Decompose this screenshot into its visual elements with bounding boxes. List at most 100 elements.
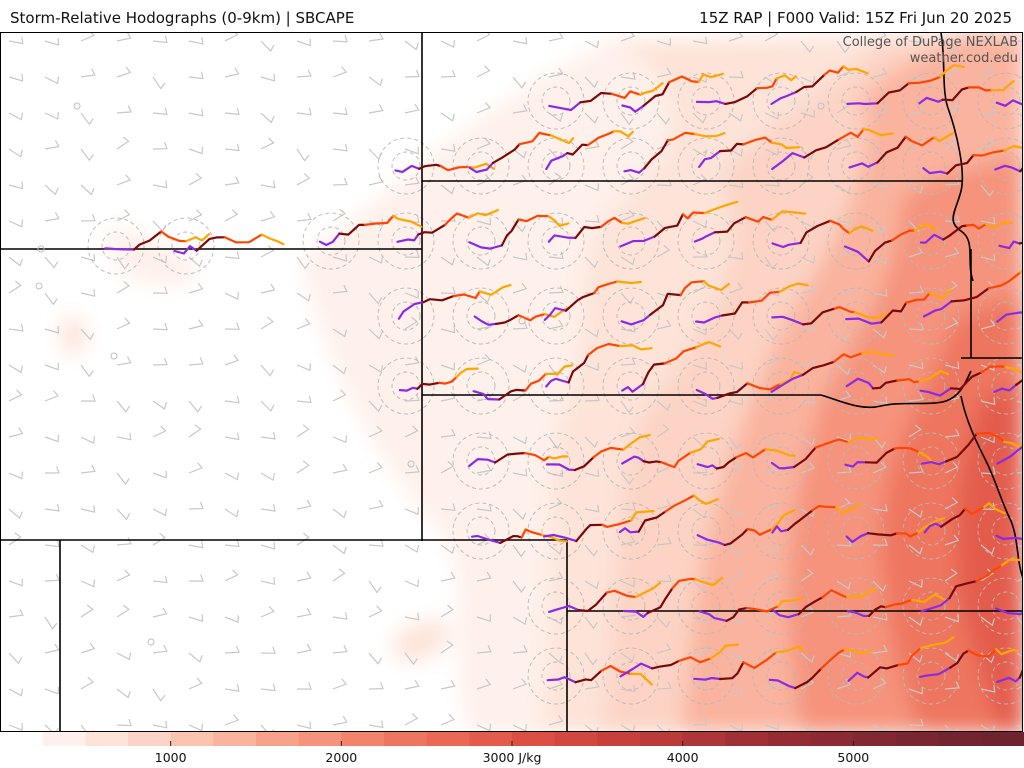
hodograph-segment <box>994 607 1022 616</box>
wind-barb <box>944 317 959 330</box>
wind-barb <box>296 424 310 438</box>
wind-barb <box>116 136 130 150</box>
credit-url[interactable]: weather.cod.edu <box>909 51 1018 66</box>
colorbar-swatch <box>597 732 641 746</box>
wind-barb <box>584 76 599 89</box>
hodograph-segment <box>933 132 955 143</box>
colorbar-tick-label: 5000 <box>837 750 870 765</box>
hodograph-segment <box>223 233 263 244</box>
range-ring <box>977 212 1022 270</box>
wind-barb <box>620 173 635 186</box>
wind-barb <box>224 209 239 222</box>
wind-barb <box>728 616 744 625</box>
wind-barb <box>8 688 24 697</box>
wind-barb <box>620 503 636 511</box>
hodograph-segment <box>893 446 921 454</box>
wind-barb <box>872 179 888 188</box>
range-ring <box>977 647 1022 705</box>
wind-barb <box>944 247 960 258</box>
hodograph-segment <box>468 241 503 250</box>
range-ring <box>527 647 585 705</box>
wind-barb <box>764 148 780 157</box>
hodograph-segment <box>996 445 1022 465</box>
wind-barb <box>1016 400 1022 404</box>
wind-barb <box>548 652 563 664</box>
range-ring <box>691 371 721 401</box>
range-ring <box>691 151 721 181</box>
hodograph-segment <box>972 149 1006 157</box>
wind-barb <box>404 69 420 78</box>
hodograph-segment <box>694 576 724 587</box>
wind-barb <box>836 678 852 690</box>
hodograph-segment <box>755 77 778 90</box>
wind-barb <box>8 181 24 190</box>
hodograph-segment <box>621 217 646 225</box>
wind-barb <box>188 540 204 549</box>
range-ring <box>616 301 646 331</box>
wind-barb <box>872 328 887 339</box>
range-ring <box>602 357 660 415</box>
wind-barb <box>800 76 815 84</box>
colorbar-swatch <box>0 732 44 746</box>
wind-barb <box>260 210 276 222</box>
range-ring <box>916 86 946 116</box>
wind-barb <box>368 425 383 438</box>
wind-barb <box>116 317 131 330</box>
hodograph-segment <box>897 646 923 666</box>
hodograph-segment <box>771 525 790 534</box>
wind-barb <box>80 328 95 341</box>
wind-barb <box>476 33 491 42</box>
wind-barb <box>80 394 96 402</box>
hodograph-segment <box>745 605 780 613</box>
wind-barb <box>584 328 600 338</box>
wind-barb <box>8 722 23 731</box>
wind-barb <box>404 103 420 114</box>
map-panel[interactable]: College of DuPage NEXLAB weather.cod.edu <box>0 32 1023 732</box>
hodograph-segment <box>905 292 931 304</box>
range-ring <box>452 287 510 345</box>
hodograph-segment <box>742 136 773 146</box>
hodograph-segment <box>922 167 949 175</box>
hodograph-segment <box>864 447 896 464</box>
hodograph-segment <box>837 128 865 141</box>
wind-barb <box>224 472 240 481</box>
range-ring <box>991 371 1021 401</box>
hodograph-segment <box>689 437 720 454</box>
hodograph-segment <box>994 164 1022 173</box>
hodograph-segment <box>664 494 695 513</box>
hodograph-segment <box>653 213 684 238</box>
range-ring <box>841 226 871 256</box>
range-ring <box>827 137 885 195</box>
wind-barb <box>800 256 816 265</box>
hodograph-segment <box>835 502 861 514</box>
hodograph-segment <box>939 64 965 78</box>
colorbar-swatch <box>42 732 86 746</box>
colorbar-swatch <box>554 732 598 746</box>
hodograph-segment <box>990 80 1015 92</box>
wind-barb <box>332 644 348 654</box>
wind-barb <box>692 173 707 186</box>
hodograph-segment <box>564 292 596 312</box>
wind-barb <box>188 36 204 45</box>
wind-barb <box>728 282 744 294</box>
wind-barb <box>764 111 779 120</box>
wind-barb <box>152 141 168 150</box>
hodograph-segment <box>709 643 739 660</box>
wind-barb <box>836 215 852 224</box>
hodograph-segment <box>919 387 953 397</box>
colorbar-swatch <box>426 732 470 746</box>
wind-barb <box>980 435 995 444</box>
wind-barb <box>44 140 60 150</box>
wind-barb <box>440 144 456 152</box>
hodograph-segment <box>396 233 420 243</box>
range-ring <box>466 446 496 476</box>
range-ring <box>766 446 796 476</box>
wind-barb <box>80 148 94 162</box>
wind-barb <box>368 461 383 474</box>
wind-barb <box>260 364 275 377</box>
hodograph-segment <box>622 433 651 451</box>
wind-barb <box>404 316 418 330</box>
wind-barb <box>260 180 276 189</box>
wind-barb <box>512 76 527 89</box>
range-ring <box>541 516 571 546</box>
